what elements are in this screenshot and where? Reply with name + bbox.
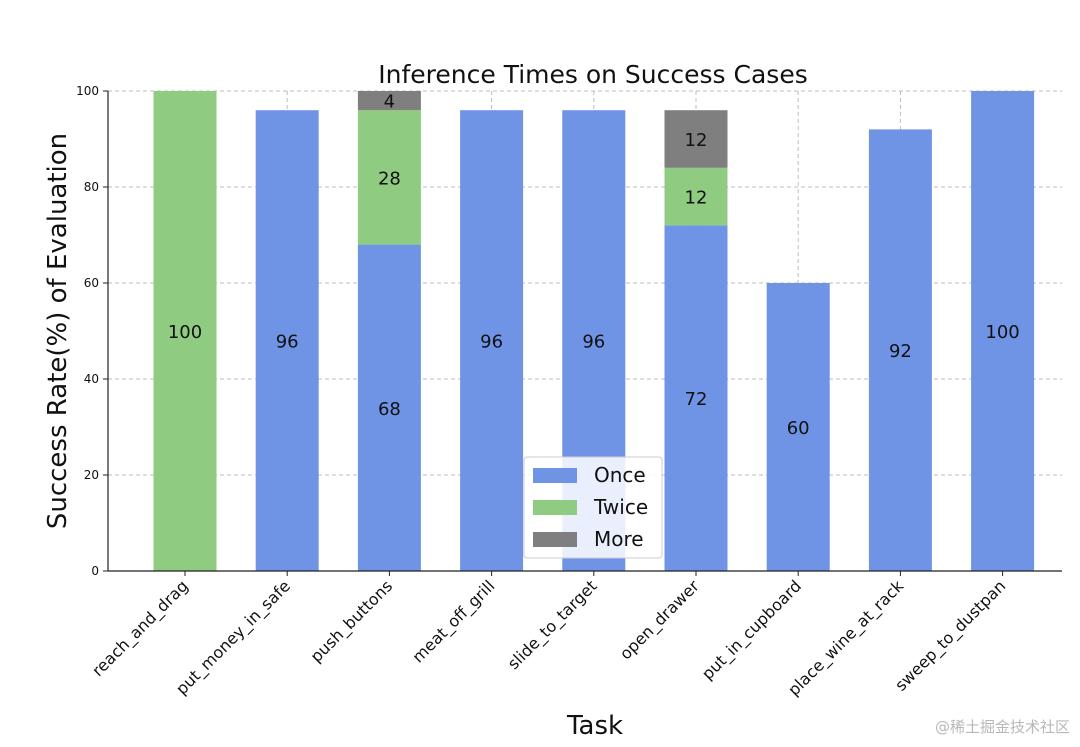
bar-value-label: 12	[685, 188, 708, 209]
bar-segment	[255, 110, 319, 571]
bar-segment	[971, 91, 1035, 571]
x-axis-label: Task	[566, 711, 623, 741]
bar-value-label: 68	[378, 399, 401, 420]
bar-value-label: 96	[582, 332, 605, 353]
bar-segment	[153, 91, 217, 571]
x-tick-label: meat_off_grill	[408, 576, 499, 667]
bar-value-label: 96	[276, 332, 299, 353]
bar-value-label: 60	[787, 418, 810, 439]
x-tick-label: push_buttons	[307, 576, 397, 666]
bar-value-label: 72	[685, 389, 708, 410]
x-tick-label: put_in_cupboard	[698, 576, 806, 684]
bar-segment	[664, 225, 728, 571]
legend-swatch	[533, 468, 577, 483]
x-tick-label: slide_to_target	[504, 576, 602, 674]
x-tick-label: reach_and_drag	[88, 576, 192, 680]
x-tick-label: place_wine_at_rack	[784, 576, 908, 700]
bar-value-label: 96	[480, 332, 503, 353]
bar-value-label: 100	[985, 322, 1019, 343]
bar-value-label: 100	[168, 322, 202, 343]
legend-swatch	[533, 532, 577, 547]
bar-segment	[766, 283, 830, 571]
legend-swatch	[533, 500, 577, 515]
bar-segment	[357, 91, 421, 111]
bar-value-label: 4	[384, 92, 395, 113]
bar-segment	[357, 110, 421, 245]
bar-segment	[664, 110, 728, 168]
axes	[107, 91, 1062, 572]
bar-value-label: 28	[378, 168, 401, 189]
bar-value-label: 92	[889, 341, 912, 362]
legend-label: More	[594, 527, 644, 551]
y-tick-label: 0	[91, 564, 99, 578]
x-tick-label: open_drawer	[616, 576, 704, 664]
y-tick-label: 60	[84, 276, 99, 290]
legend-label: Once	[594, 463, 646, 487]
watermark: @稀土掘金技术社区	[934, 718, 1070, 736]
y-tick-label: 20	[84, 468, 99, 482]
legend: Once Twice More	[523, 456, 663, 559]
x-tick-label: put_money_in_safe	[172, 576, 295, 699]
y-ticks: 0 20 40 60 80 100	[76, 84, 108, 578]
bar-segment	[460, 110, 524, 571]
y-tick-label: 80	[84, 180, 99, 194]
y-tick-label: 40	[84, 372, 99, 386]
y-tick-label: 100	[76, 84, 99, 98]
bar-segment	[868, 129, 932, 571]
bar-value-labels: 100 96 68 28 4 96 96 72 12 12 60 92 100	[168, 92, 1020, 439]
bar-segment	[357, 244, 421, 571]
x-tick-label: sweep_to_dustpan	[891, 576, 1010, 695]
legend-label: Twice	[593, 495, 648, 519]
chart-title: Inference Times on Success Cases	[378, 60, 807, 89]
y-axis-label: Success Rate(%) of Evaluation	[43, 133, 73, 529]
bar-value-label: 12	[685, 130, 708, 151]
bar-segment	[664, 167, 728, 226]
